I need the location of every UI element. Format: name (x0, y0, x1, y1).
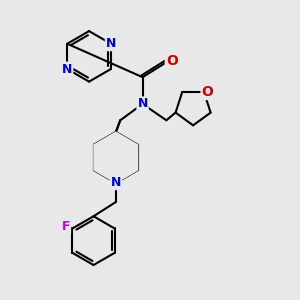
Text: F: F (61, 220, 70, 233)
Text: N: N (137, 98, 148, 110)
Text: N: N (106, 37, 116, 50)
Text: N: N (62, 62, 72, 76)
Text: O: O (166, 54, 178, 68)
Polygon shape (94, 132, 138, 183)
Text: N: N (111, 176, 121, 189)
Text: O: O (202, 85, 213, 99)
